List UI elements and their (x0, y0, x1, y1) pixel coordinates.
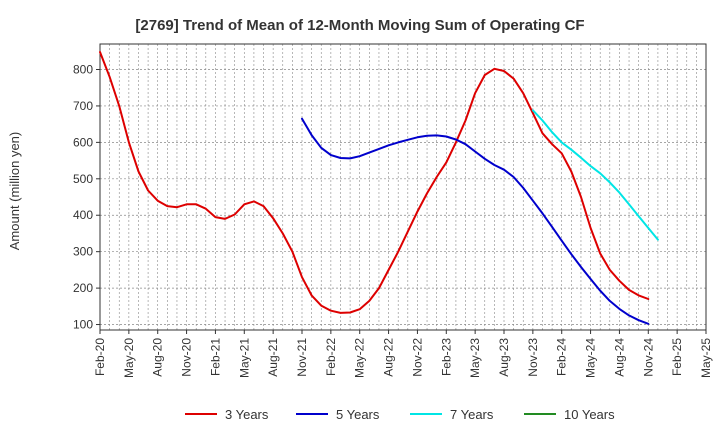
plot-frame (99, 43, 707, 331)
x-tick-label: May-23 (468, 338, 482, 378)
x-tick-label: Aug-22 (382, 338, 396, 377)
legend: 3 Years 5 Years 7 Years 10 Years (185, 407, 615, 422)
x-tick-label: May-25 (699, 338, 713, 378)
x-tick-label: Feb-23 (439, 338, 453, 376)
x-tick-label: Aug-20 (151, 338, 165, 377)
x-tick-label: Feb-22 (324, 338, 338, 376)
y-ticks: 100 200 300 400 500 600 700 800 (73, 63, 100, 332)
legend-label: 7 Years (450, 407, 494, 422)
x-tick-label: Feb-20 (93, 338, 107, 376)
y-tick-label: 200 (73, 281, 93, 295)
y-tick-label: 800 (73, 63, 93, 77)
x-tick-label: May-22 (353, 338, 367, 378)
legend-label: 3 Years (225, 407, 269, 422)
y-tick-label: 300 (73, 245, 93, 259)
y-axis-label: Amount (million yen) (7, 132, 22, 251)
x-tick-label: Nov-20 (180, 338, 194, 377)
legend-label: 10 Years (564, 407, 615, 422)
x-tick-label: Feb-25 (670, 338, 684, 376)
x-tick-label: Aug-21 (266, 338, 280, 377)
y-tick-label: 400 (73, 208, 93, 222)
y-tick-label: 500 (73, 172, 93, 186)
x-tick-label: Feb-21 (208, 338, 222, 376)
x-tick-label: Nov-22 (410, 338, 424, 377)
series-line-7-years (531, 109, 659, 241)
series-line-5-years (301, 117, 650, 325)
y-tick-label: 700 (73, 99, 93, 113)
y-tick-label: 600 (73, 135, 93, 149)
x-ticks: Feb-20 May-20 Aug-20 Nov-20 Feb-21 May-21 Aug-… (93, 330, 713, 378)
x-tick-label: Nov-23 (526, 338, 540, 377)
x-tick-label: Nov-21 (295, 338, 309, 377)
x-tick-label: Aug-23 (497, 338, 511, 377)
legend-label: 5 Years (336, 407, 380, 422)
chart-title: [2769] Trend of Mean of 12-Month Moving … (135, 17, 584, 34)
y-tick-label: 100 (73, 318, 93, 332)
x-tick-label: May-20 (122, 338, 136, 378)
x-tick-label: Nov-24 (641, 338, 655, 377)
x-tick-label: Aug-24 (612, 338, 626, 377)
series-layer (99, 51, 659, 325)
x-tick-label: Feb-24 (555, 338, 569, 376)
x-tick-label: May-24 (584, 338, 598, 378)
series-line-3-years (99, 51, 650, 314)
x-tick-label: May-21 (237, 338, 251, 378)
